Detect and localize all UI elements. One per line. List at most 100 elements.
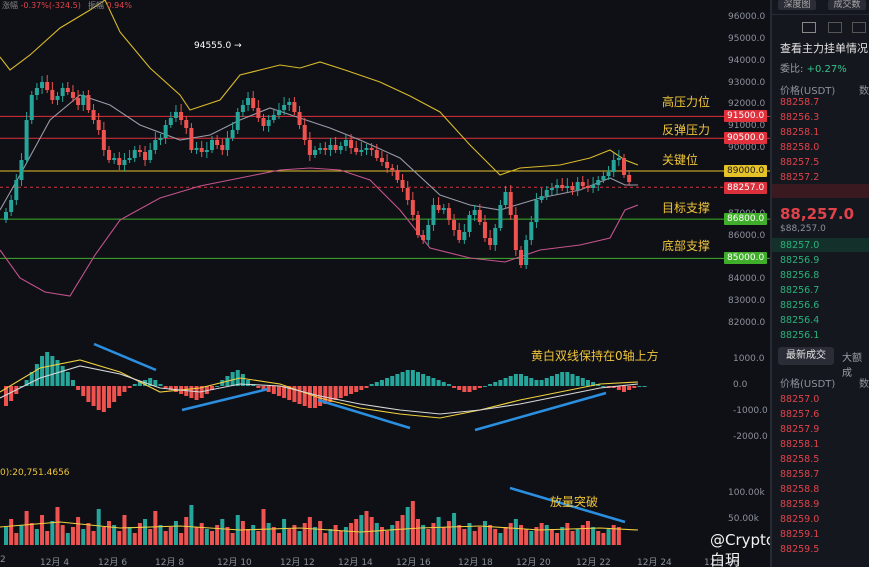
macd-histogram-bar xyxy=(266,386,271,392)
candle-body xyxy=(395,170,400,180)
candle-body xyxy=(596,180,601,185)
macd-histogram-bar xyxy=(240,374,245,386)
depth-button[interactable]: 深度图 xyxy=(778,0,816,10)
volume-bar xyxy=(19,525,24,545)
candle-body xyxy=(410,200,415,215)
layout-asks-icon[interactable] xyxy=(852,22,866,33)
macd-histogram-bar xyxy=(493,382,498,386)
macd-histogram-bar xyxy=(338,386,343,398)
volume-bar xyxy=(560,527,565,545)
trade-count-button[interactable]: 成交数 xyxy=(828,0,866,10)
price-axis-label: 84000.0 xyxy=(728,274,766,285)
price-axis-label: 95000.0 xyxy=(728,33,766,44)
volume-bar xyxy=(292,525,297,545)
candle-body xyxy=(127,158,132,160)
layout-bids-icon[interactable] xyxy=(828,22,842,33)
volume-bar xyxy=(591,527,596,545)
level-price-tag: 90500.0 xyxy=(724,132,768,145)
macd-histogram-bar xyxy=(467,386,472,392)
candle-body xyxy=(529,222,534,240)
volume-bar xyxy=(379,527,384,545)
candle-body xyxy=(544,190,549,196)
volume-bar xyxy=(467,523,472,545)
candle-body xyxy=(194,148,199,150)
tab-big-trades[interactable]: 大额成 xyxy=(842,353,862,379)
volume-bar xyxy=(323,533,328,545)
volume-bar xyxy=(349,523,354,545)
candle-body xyxy=(81,95,86,105)
upper-band-line xyxy=(0,0,639,176)
macd-axis-label: 1000.0 xyxy=(733,354,765,364)
candle-body xyxy=(230,130,235,138)
candle-body xyxy=(204,150,209,152)
kline-chart-svg[interactable] xyxy=(0,0,770,567)
trade-price: 88258.7 xyxy=(780,469,820,480)
trade-price: 88257.9 xyxy=(780,424,820,435)
candle-body xyxy=(374,150,379,158)
macd-histogram-bar xyxy=(488,384,493,386)
volume-bar xyxy=(287,529,292,545)
bid-price: 88256.8 xyxy=(780,270,820,281)
candle-body xyxy=(519,250,523,265)
macd-histogram-bar xyxy=(436,380,441,386)
volume-bar xyxy=(246,529,251,545)
macd-histogram-bar xyxy=(519,374,523,386)
current-price-tag: 88257.0 xyxy=(724,182,768,194)
volume-bar xyxy=(493,529,498,545)
macd-histogram-bar xyxy=(421,374,426,386)
price-axis-label: 94000.0 xyxy=(728,55,766,66)
price-axis-label: 83000.0 xyxy=(728,296,766,307)
candle-body xyxy=(65,88,70,92)
macd-dif-line xyxy=(0,359,639,419)
volume-bar xyxy=(143,519,148,545)
candle-body xyxy=(184,120,189,128)
candle-body xyxy=(364,148,369,150)
macd-histogram-bar xyxy=(40,356,45,386)
candle-body xyxy=(50,90,55,100)
layout-both-icon[interactable] xyxy=(802,22,816,33)
macd-histogram-bar xyxy=(173,386,178,392)
volume-bar xyxy=(4,527,8,545)
volume-bar xyxy=(137,523,142,545)
macd-histogram-bar xyxy=(29,372,34,386)
kline-chart-panel[interactable]: 涨幅 -0.37%(-324.5) 振幅 0.94% 96000.0 95000.… xyxy=(0,0,770,567)
candle-body xyxy=(19,160,24,180)
macd-histogram-bar xyxy=(313,386,317,408)
volume-bar xyxy=(328,529,333,545)
macd-histogram-bar xyxy=(261,386,266,390)
tab-latest-trades[interactable]: 最新成交 xyxy=(778,347,834,365)
volume-bar xyxy=(390,525,395,545)
volume-bar xyxy=(410,501,415,545)
volume-bar xyxy=(168,527,173,545)
date-axis-label: 12月 14 xyxy=(338,558,373,567)
volume-bar xyxy=(343,527,348,545)
volume-bar xyxy=(81,529,86,545)
candle-body xyxy=(225,138,230,150)
candle-body xyxy=(477,210,482,222)
macd-histogram-bar xyxy=(369,384,374,386)
candle-body xyxy=(606,172,611,176)
lower-band-line xyxy=(0,167,639,297)
candle-body xyxy=(313,150,317,155)
volume-bar xyxy=(122,515,127,545)
volume-bar xyxy=(575,529,580,545)
volume-bar xyxy=(534,527,539,545)
macd-histogram-bar xyxy=(472,386,477,390)
panel-divider[interactable] xyxy=(770,0,772,567)
macd-histogram-bar xyxy=(529,378,534,386)
volume-bar xyxy=(261,509,266,545)
date-axis-label: 12月 18 xyxy=(458,558,493,567)
price-axis-label: 90000.0 xyxy=(728,143,766,154)
candle-body xyxy=(585,186,590,188)
date-axis-label: 12月 24 xyxy=(637,558,672,567)
candle-body xyxy=(580,182,585,186)
trade-price: 88258.1 xyxy=(780,439,820,450)
candle-body xyxy=(462,232,467,240)
orderbook-title[interactable]: 查看主力挂单情况 xyxy=(780,42,868,55)
candle-body xyxy=(9,200,14,212)
candle-body xyxy=(611,160,616,172)
volume-bar xyxy=(519,525,523,545)
macd-histogram-bar xyxy=(374,382,379,386)
volume-bar xyxy=(158,525,163,545)
candle-body xyxy=(307,140,312,155)
